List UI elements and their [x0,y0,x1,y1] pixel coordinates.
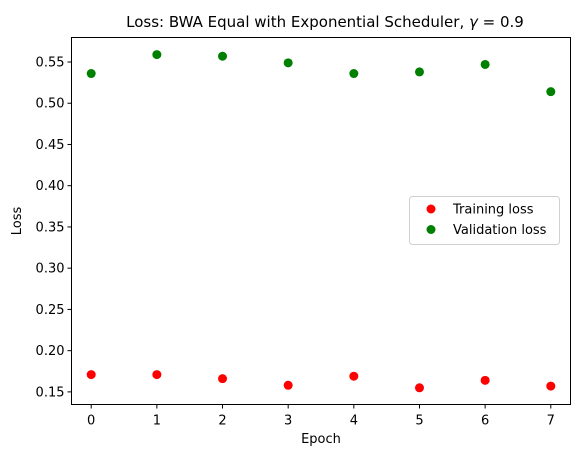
validation-loss-point [349,69,359,79]
x-tick-label: 3 [284,414,292,429]
training-loss-point [283,380,293,390]
training-loss-point [414,383,424,393]
validation-loss-point [152,50,162,60]
x-tick-label: 0 [87,414,95,429]
y-tick-label: 0.40 [36,179,65,194]
legend: Training loss Validation loss [409,196,560,245]
training-loss-point [218,374,228,384]
y-axis-label: Loss [10,207,25,236]
x-tick-label: 6 [481,414,489,429]
validation-loss-point [546,87,556,97]
y-tick-label: 0.50 [36,97,65,112]
y-tick-label: 0.35 [36,220,65,235]
legend-marker-validation-loss [426,225,436,234]
x-tick-label: 7 [547,414,555,429]
x-tick-label: 1 [153,414,161,429]
legend-label-validation-loss: Validation loss [453,223,547,238]
training-loss-point [152,370,162,380]
validation-loss-point [480,59,490,69]
training-loss-point [480,375,490,385]
y-tick-label: 0.55 [36,55,65,70]
y-tick-label: 0.30 [36,262,65,277]
validation-loss-point [414,67,424,77]
training-loss-point [349,371,359,381]
x-tick-label: 2 [218,414,226,429]
legend-label-training-loss: Training loss [452,203,534,218]
y-axis-ticks: 0.15 0.20 0.25 0.30 0.35 0.40 0.45 0.50 0.55 [36,55,72,400]
x-tick-label: 4 [350,414,358,429]
y-tick-label: 0.25 [36,303,65,318]
training-loss-point [86,370,96,380]
chart-title-suffix: = 0.9 [478,13,524,31]
plot-frame [71,37,571,405]
y-tick-label: 0.45 [36,138,65,153]
y-tick-label: 0.20 [36,344,65,359]
legend-box [409,196,560,245]
training-loss-point [546,381,556,391]
x-axis-label: Epoch [301,432,341,447]
validation-loss-point [218,51,228,61]
y-tick-label: 0.15 [36,385,65,400]
data-points [86,50,556,393]
chart-title-prefix: Loss: BWA Equal with Exponential Schedul… [126,13,469,31]
x-tick-label: 5 [415,414,423,429]
validation-loss-point [86,69,96,79]
x-axis-ticks: 0 1 2 3 4 5 6 7 [87,404,555,429]
legend-marker-training-loss [426,204,436,214]
chart-title-symbol: γ [469,13,479,31]
validation-loss-point [283,58,293,68]
chart-title: Loss: BWA Equal with Exponential Schedul… [126,13,524,31]
